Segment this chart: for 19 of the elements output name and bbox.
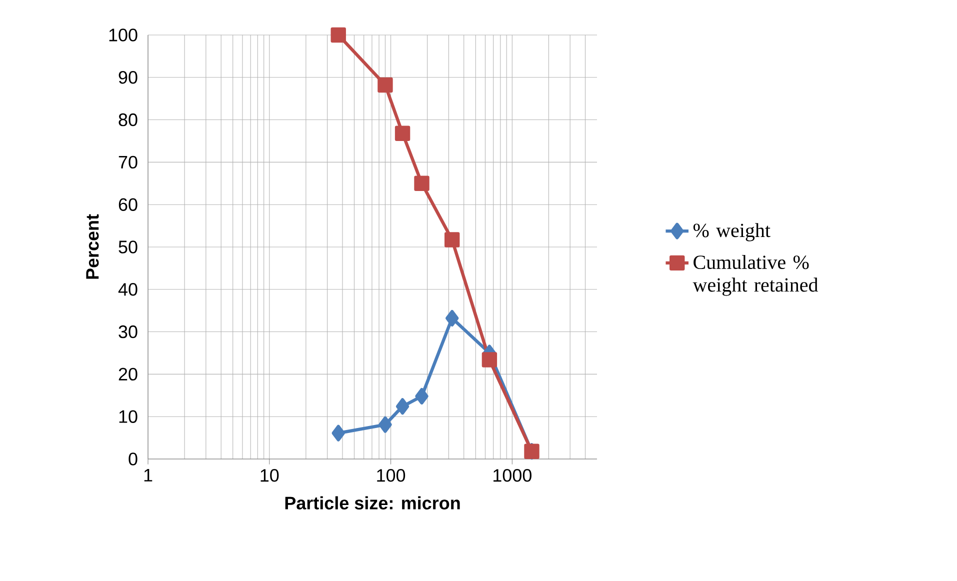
x-tick-label: 1 (144, 469, 152, 482)
legend-label: % weight (693, 223, 770, 242)
y-tick-label: 60 (118, 198, 138, 211)
y-tick-label: 10 (119, 410, 138, 423)
y-tick-label: 40 (118, 283, 138, 296)
y-tick-label: 30 (118, 325, 138, 338)
y-tick-label: 50 (118, 240, 138, 254)
y-tick-label: 0 (128, 452, 138, 466)
y-tick-label: 20 (118, 368, 138, 381)
y-tick-label: 70 (118, 156, 138, 169)
y-tick-label: 90 (118, 71, 138, 84)
y-axis-title: Percent (86, 214, 99, 279)
x-axis-title: Particle size: micron (285, 496, 460, 510)
x-tick-label: 100 (377, 469, 406, 482)
y-tick-label: 100 (109, 28, 138, 42)
legend-label: Cumulative % weight retained (692, 255, 818, 296)
x-tick-label: 1000 (494, 469, 532, 482)
y-tick-label: 80 (118, 113, 138, 126)
x-tick-label: 10 (260, 469, 279, 482)
